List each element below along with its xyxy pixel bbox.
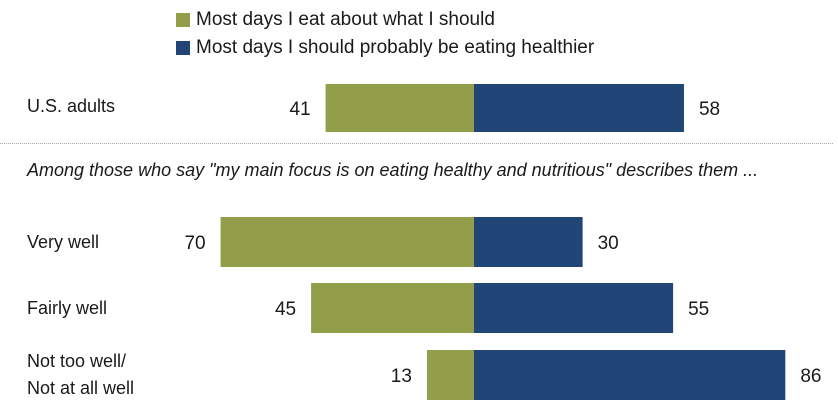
legend-item-eat-what-should: Most days I eat about what I should (176, 6, 594, 34)
category-label-not-too-well-line1: Not too well/ (27, 351, 127, 371)
category-label-very-well: Very well (27, 232, 100, 252)
value-label-eat-healthier-fairly-well: 55 (688, 299, 709, 320)
value-label-eat-what-should-us-adults: 41 (289, 99, 310, 120)
bar-eat-what-should-very-well (220, 217, 474, 267)
value-label-eat-what-should-fairly-well: 45 (275, 299, 296, 320)
bar-eat-healthier-very-well (474, 217, 583, 267)
value-label-eat-healthier-us-adults: 58 (699, 99, 720, 120)
bar-eat-what-should-fairly-well (311, 283, 474, 333)
value-label-eat-healthier-not-too-well: 86 (800, 366, 821, 387)
value-label-eat-what-should-very-well: 70 (184, 233, 205, 254)
legend: Most days I eat about what I should Most… (176, 6, 594, 62)
legend-label-eat-healthier: Most days I should probably be eating he… (196, 37, 595, 58)
bar-eat-what-should-not-too-well (426, 350, 474, 400)
subgroup-note: Among those who say "my main focus is on… (27, 160, 759, 180)
bar-eat-healthier-not-too-well (474, 350, 786, 400)
bar-eat-what-should-us-adults (325, 84, 474, 132)
value-label-eat-what-should-not-too-well: 13 (391, 366, 412, 387)
category-label-not-too-well: Not too well/ Not at all well (27, 348, 134, 402)
category-label-not-too-well-line2: Not at all well (27, 378, 135, 398)
value-label-eat-healthier-very-well: 30 (598, 233, 619, 254)
section-divider (0, 143, 833, 144)
bar-eat-healthier-fairly-well (474, 283, 674, 333)
category-label-fairly-well: Fairly well (27, 298, 108, 318)
legend-label-eat-what-should: Most days I eat about what I should (196, 9, 495, 30)
legend-item-eat-healthier: Most days I should probably be eating he… (176, 34, 594, 62)
legend-swatch-blue (176, 41, 190, 55)
category-label-us-adults: U.S. adults (27, 96, 116, 116)
bar-eat-healthier-us-adults (474, 84, 684, 132)
legend-swatch-green (176, 13, 190, 27)
